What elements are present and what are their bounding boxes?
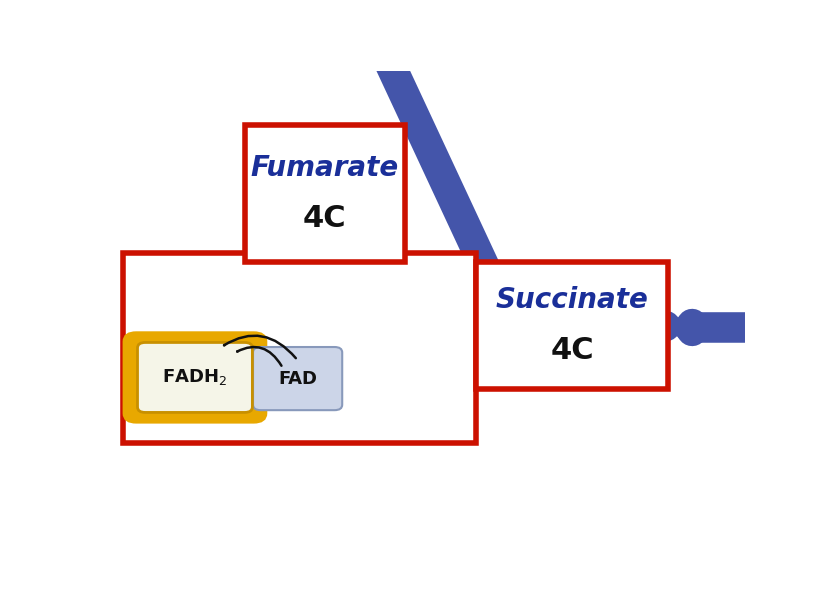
FancyBboxPatch shape (122, 253, 475, 443)
FancyBboxPatch shape (253, 347, 342, 410)
Text: FAD: FAD (278, 369, 317, 388)
Text: Fumarate: Fumarate (251, 155, 399, 182)
FancyBboxPatch shape (245, 125, 404, 261)
Text: 4C: 4C (549, 336, 593, 365)
FancyBboxPatch shape (125, 333, 265, 421)
FancyBboxPatch shape (137, 342, 252, 412)
FancyArrowPatch shape (224, 336, 295, 358)
Text: 4C: 4C (303, 204, 347, 233)
Text: Succinate: Succinate (495, 286, 648, 314)
FancyArrowPatch shape (689, 324, 754, 331)
Text: FADH$_2$: FADH$_2$ (162, 368, 227, 388)
FancyArrowPatch shape (237, 347, 281, 366)
FancyArrowPatch shape (384, 51, 487, 273)
FancyBboxPatch shape (475, 261, 667, 389)
FancyArrowPatch shape (344, 267, 665, 348)
